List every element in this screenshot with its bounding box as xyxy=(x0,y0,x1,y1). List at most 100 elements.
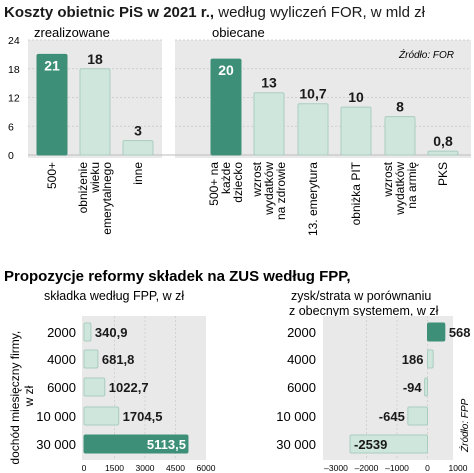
category-label-line: wieku xyxy=(88,162,102,194)
row-label-4: 30 000 xyxy=(276,437,316,452)
row-label-1: 4000 xyxy=(287,352,316,367)
category-label-4: wzrostwydatkówna zdrowie xyxy=(250,161,288,220)
category-label-line: każde xyxy=(219,162,233,194)
category-label-line: 500+ xyxy=(45,162,59,189)
category-label-1: obniżeniewiekuemerytalnego xyxy=(76,162,114,235)
contribution-bar-1 xyxy=(83,349,99,369)
category-label-line: na armię xyxy=(405,162,419,209)
profit-loss-bar-4 xyxy=(349,434,428,454)
profit-loss-title-line-1: zysk/strata w porównaniu xyxy=(291,289,431,303)
row-label-1: 4000 xyxy=(47,352,76,367)
row-label-2: 6000 xyxy=(47,380,76,395)
bar-1 xyxy=(79,68,111,156)
ylabel-line-2: w zł xyxy=(22,385,36,407)
profit-loss-chart-title: zysk/strata w porównaniu z obecnym syste… xyxy=(289,289,439,318)
contribution-bar-0 xyxy=(83,322,92,342)
bar-8 xyxy=(427,150,459,156)
bottom-chart-title: Propozycje reformy składek na ZUS według… xyxy=(4,268,351,285)
category-label-7: wzrostwydatkówna armię xyxy=(381,161,419,215)
category-label-line: wydatków xyxy=(393,162,407,216)
x-tick-label: 1000 xyxy=(449,463,468,473)
value-label-5: 10,7 xyxy=(299,86,326,102)
top-y-ticks: 0 6 12 18 24 xyxy=(8,35,20,162)
bar-3 xyxy=(210,58,242,156)
profit-loss-bar-3 xyxy=(407,406,429,426)
y-tick-label: 0 xyxy=(8,150,14,162)
value-label-1: 18 xyxy=(87,51,103,67)
bar-5 xyxy=(297,103,329,156)
category-label-line: wydatków xyxy=(262,162,276,216)
profit-loss-category-labels: 2000 4000 6000 10 000 30 000 xyxy=(276,325,316,452)
category-label-5: 13. emerytura xyxy=(306,162,320,236)
contribution-category-labels: 2000 4000 6000 10 000 30 000 xyxy=(36,325,76,452)
category-label-line: dziecko xyxy=(231,162,245,203)
y-tick-label: 12 xyxy=(8,93,20,105)
contribution-bar-2 xyxy=(83,377,106,397)
category-label-3: 500+ nakażdedziecko xyxy=(207,162,245,206)
row-label-2: 6000 xyxy=(287,380,316,395)
value-label-0: 21 xyxy=(44,57,60,73)
bar-0 xyxy=(36,53,68,156)
category-label-line: wzrost xyxy=(381,161,395,197)
contribution-y-axis-label: dochód miesięczny firmy, w zł xyxy=(8,327,36,464)
value-label-6: 10 xyxy=(348,89,364,105)
row-label-0: 2000 xyxy=(47,325,76,340)
profit-loss-x-ticks: –3000 –2000 –1000 0 1000 xyxy=(324,463,468,473)
row-label-4: 30 000 xyxy=(36,437,76,452)
profit-loss-value-4: -2539 xyxy=(354,437,387,452)
contribution-value-3: 1704,5 xyxy=(123,409,163,424)
top-source: Źródło: FOR xyxy=(398,48,454,61)
contribution-value-4: 5113,5 xyxy=(147,437,186,452)
y-tick-label: 18 xyxy=(8,64,20,76)
top-title-bold: Koszty obietnic PiS w 2021 r., xyxy=(4,4,214,21)
category-label-line: 13. emerytura xyxy=(306,162,320,236)
row-label-0: 2000 xyxy=(287,325,316,340)
x-tick-label: 3000 xyxy=(136,463,155,473)
value-label-7: 8 xyxy=(396,99,404,115)
x-tick-label: 0 xyxy=(425,463,430,473)
value-label-4: 13 xyxy=(261,75,277,91)
bar-6 xyxy=(340,106,372,156)
profit-loss-value-0: 568 xyxy=(449,325,471,340)
row-label-3: 10 000 xyxy=(36,409,76,424)
profit-loss-bars: 568 186 -94 -645 -2539 xyxy=(349,322,471,454)
x-tick-label: 6000 xyxy=(197,463,216,473)
group-label-realized: zrealizowane xyxy=(34,25,110,40)
bar-4 xyxy=(253,92,285,156)
category-label-line: wzrost xyxy=(250,161,264,197)
contribution-bars: 340,9 681,8 1022,7 1704,5 5113,5 xyxy=(83,322,189,454)
top-category-labels: 500+ obniżeniewiekuemerytalnego inne 500+ n… xyxy=(45,161,450,236)
category-label-2: inne xyxy=(131,162,145,185)
contribution-bar-3 xyxy=(83,406,120,426)
profit-loss-value-2: -94 xyxy=(403,380,423,395)
value-label-8: 0,8 xyxy=(433,133,453,149)
category-label-line: emerytalnego xyxy=(100,162,114,235)
contribution-value-2: 1022,7 xyxy=(109,380,149,395)
y-tick-label: 6 xyxy=(8,121,14,133)
contribution-x-ticks: 0 1500 3000 4500 6000 xyxy=(82,463,216,473)
row-label-3: 10 000 xyxy=(276,409,316,424)
y-tick-label: 24 xyxy=(8,35,20,47)
category-label-line: PKS xyxy=(436,162,450,186)
x-tick-label: –2000 xyxy=(355,463,379,473)
bar-2 xyxy=(122,140,154,156)
bar-7 xyxy=(384,116,416,156)
contribution-value-0: 340,9 xyxy=(95,325,128,340)
contribution-bar-4 xyxy=(83,434,189,454)
category-label-line: 500+ na xyxy=(207,162,221,206)
category-label-line: na zdrowie xyxy=(274,162,288,220)
profit-loss-bar-1 xyxy=(427,349,434,369)
top-chart-title: Koszty obietnic PiS w 2021 r., według wy… xyxy=(4,4,426,21)
x-tick-label: 4500 xyxy=(166,463,185,473)
category-label-line: obniżka PIT xyxy=(349,161,363,225)
x-tick-label: –1000 xyxy=(385,463,409,473)
x-tick-label: 1500 xyxy=(105,463,124,473)
profit-loss-bar-0 xyxy=(427,322,446,342)
category-label-8: PKS xyxy=(436,162,450,186)
top-title-rest: według wyliczeń FOR, w mld zł xyxy=(214,4,426,21)
x-tick-label: 0 xyxy=(82,463,87,473)
category-label-0: 500+ xyxy=(45,162,59,189)
profit-loss-title-line-2: z obecnym systemem, w zł xyxy=(289,304,439,318)
bottom-source: Źródło: FPP xyxy=(458,398,471,453)
